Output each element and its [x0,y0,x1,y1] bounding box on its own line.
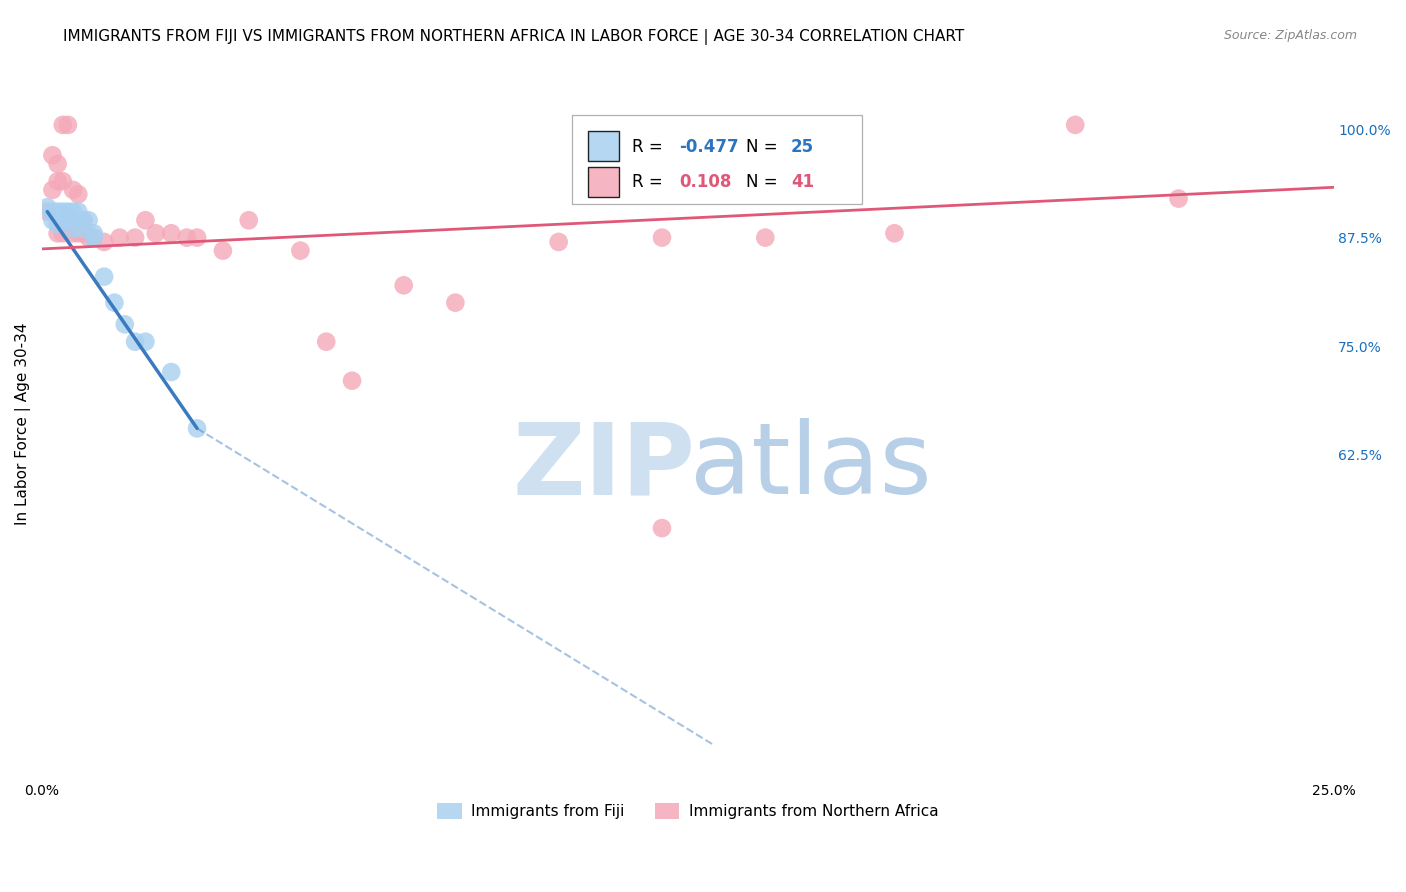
Point [56,118,79,132]
Point [67,227,90,241]
Point [238,213,260,227]
Point [77,230,100,244]
Point [160,227,183,241]
Point [37,204,59,219]
Point [93,269,115,284]
Point [754,230,776,244]
Text: R =: R = [633,173,673,191]
Point [67,187,90,202]
Point [77,213,100,227]
Point [124,334,146,349]
Point [145,227,167,241]
FancyBboxPatch shape [588,131,620,161]
Point [160,365,183,379]
Point [52,213,75,227]
Point [46,174,69,188]
Text: -0.477: -0.477 [679,137,738,156]
Point [83,230,105,244]
Text: N =: N = [747,173,783,191]
Point [72,213,94,227]
Point [46,204,69,219]
Point [83,230,105,244]
Point [392,278,415,293]
Point [56,213,79,227]
Point [93,235,115,249]
Point [444,295,467,310]
Text: N =: N = [747,137,783,156]
Point [62,227,84,241]
Point [186,230,208,244]
Point [134,213,156,227]
Text: ZIP: ZIP [512,418,696,516]
Point [108,230,131,244]
Text: IMMIGRANTS FROM FIJI VS IMMIGRANTS FROM NORTHERN AFRICA IN LABOR FORCE | AGE 30-: IMMIGRANTS FROM FIJI VS IMMIGRANTS FROM … [63,29,965,45]
Point [124,230,146,244]
Point [134,334,156,349]
Point [72,222,94,236]
FancyBboxPatch shape [572,115,862,203]
Point [52,227,75,241]
Point [114,318,136,332]
Point [56,209,79,223]
Point [52,174,75,188]
Point [290,244,312,258]
Point [1064,118,1087,132]
Point [46,157,69,171]
Point [547,235,569,249]
Point [67,213,90,227]
Point [41,148,63,162]
Text: Source: ZipAtlas.com: Source: ZipAtlas.com [1223,29,1357,42]
Point [883,227,905,241]
Point [46,227,69,241]
Text: R =: R = [633,137,668,156]
Legend: Immigrants from Fiji, Immigrants from Northern Africa: Immigrants from Fiji, Immigrants from No… [432,797,945,825]
FancyBboxPatch shape [588,167,620,196]
Point [62,183,84,197]
Point [103,295,125,310]
Point [315,334,337,349]
Point [83,227,105,241]
Point [62,204,84,219]
Point [41,183,63,197]
Point [62,222,84,236]
Point [1167,192,1189,206]
Point [186,421,208,435]
Text: 0.108: 0.108 [679,173,731,191]
Point [72,227,94,241]
Text: 41: 41 [792,173,814,191]
Point [37,200,59,214]
Point [52,118,75,132]
Point [41,213,63,227]
Text: atlas: atlas [690,418,931,516]
Point [176,230,198,244]
Point [67,204,90,219]
Point [46,218,69,232]
Text: 25: 25 [792,137,814,156]
Point [72,213,94,227]
Point [212,244,235,258]
Y-axis label: In Labor Force | Age 30-34: In Labor Force | Age 30-34 [15,323,31,525]
Point [340,374,363,388]
Point [41,204,63,219]
Point [651,521,673,535]
Point [56,204,79,219]
Point [52,204,75,219]
Point [651,230,673,244]
